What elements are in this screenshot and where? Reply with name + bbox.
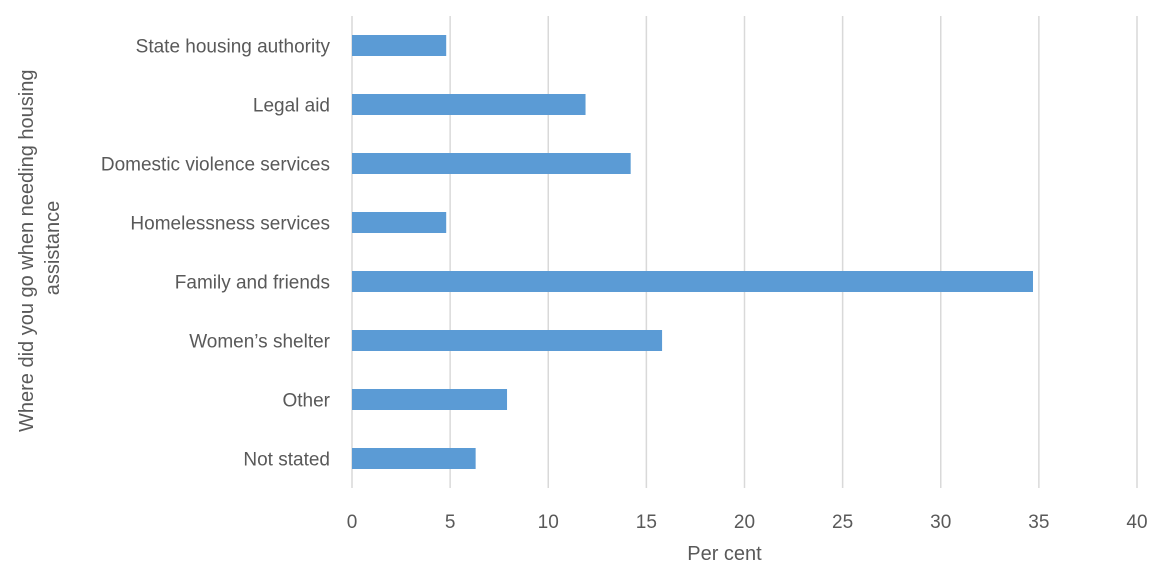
x-tick-label-1: 5 xyxy=(445,512,456,533)
x-tick-labels: 0 5 10 15 20 25 30 35 40 xyxy=(347,512,1148,533)
x-tick-label-3: 15 xyxy=(636,512,657,533)
gridlines xyxy=(351,16,1138,488)
category-label-6: Other xyxy=(282,391,330,412)
category-label-3: Homelessness services xyxy=(130,214,330,235)
x-tick-label-8: 40 xyxy=(1126,512,1147,533)
y-axis-title-line-1: Where did you go when needing housing xyxy=(16,70,38,432)
bar-4 xyxy=(352,271,1033,292)
x-tick-label-0: 0 xyxy=(347,512,358,533)
bar-5 xyxy=(352,330,663,351)
category-label-0: State housing authority xyxy=(136,37,331,58)
bar-1 xyxy=(352,94,586,115)
category-labels: State housing authority Legal aid Domestic… xyxy=(101,37,331,471)
bar-0 xyxy=(352,35,447,56)
x-tick-label-7: 35 xyxy=(1028,512,1049,533)
y-axis-title: Where did you go when needing housing as… xyxy=(16,64,64,432)
x-tick-label-4: 20 xyxy=(734,512,755,533)
category-label-4: Family and friends xyxy=(175,273,330,294)
bar-2 xyxy=(352,153,631,174)
bar-7 xyxy=(352,448,476,469)
bars xyxy=(352,35,1033,469)
category-label-5: Women’s shelter xyxy=(189,332,330,353)
category-label-1: Legal aid xyxy=(253,96,330,117)
x-axis-title: Per cent xyxy=(687,543,762,565)
bar-3 xyxy=(352,212,447,233)
category-label-2: Domestic violence services xyxy=(101,155,330,176)
y-axis-title-line-2: assistance xyxy=(42,201,64,296)
x-tick-label-6: 30 xyxy=(930,512,951,533)
category-label-7: Not stated xyxy=(243,450,330,471)
bar-6 xyxy=(352,389,508,410)
x-tick-label-5: 25 xyxy=(832,512,853,533)
x-tick-label-2: 10 xyxy=(538,512,559,533)
